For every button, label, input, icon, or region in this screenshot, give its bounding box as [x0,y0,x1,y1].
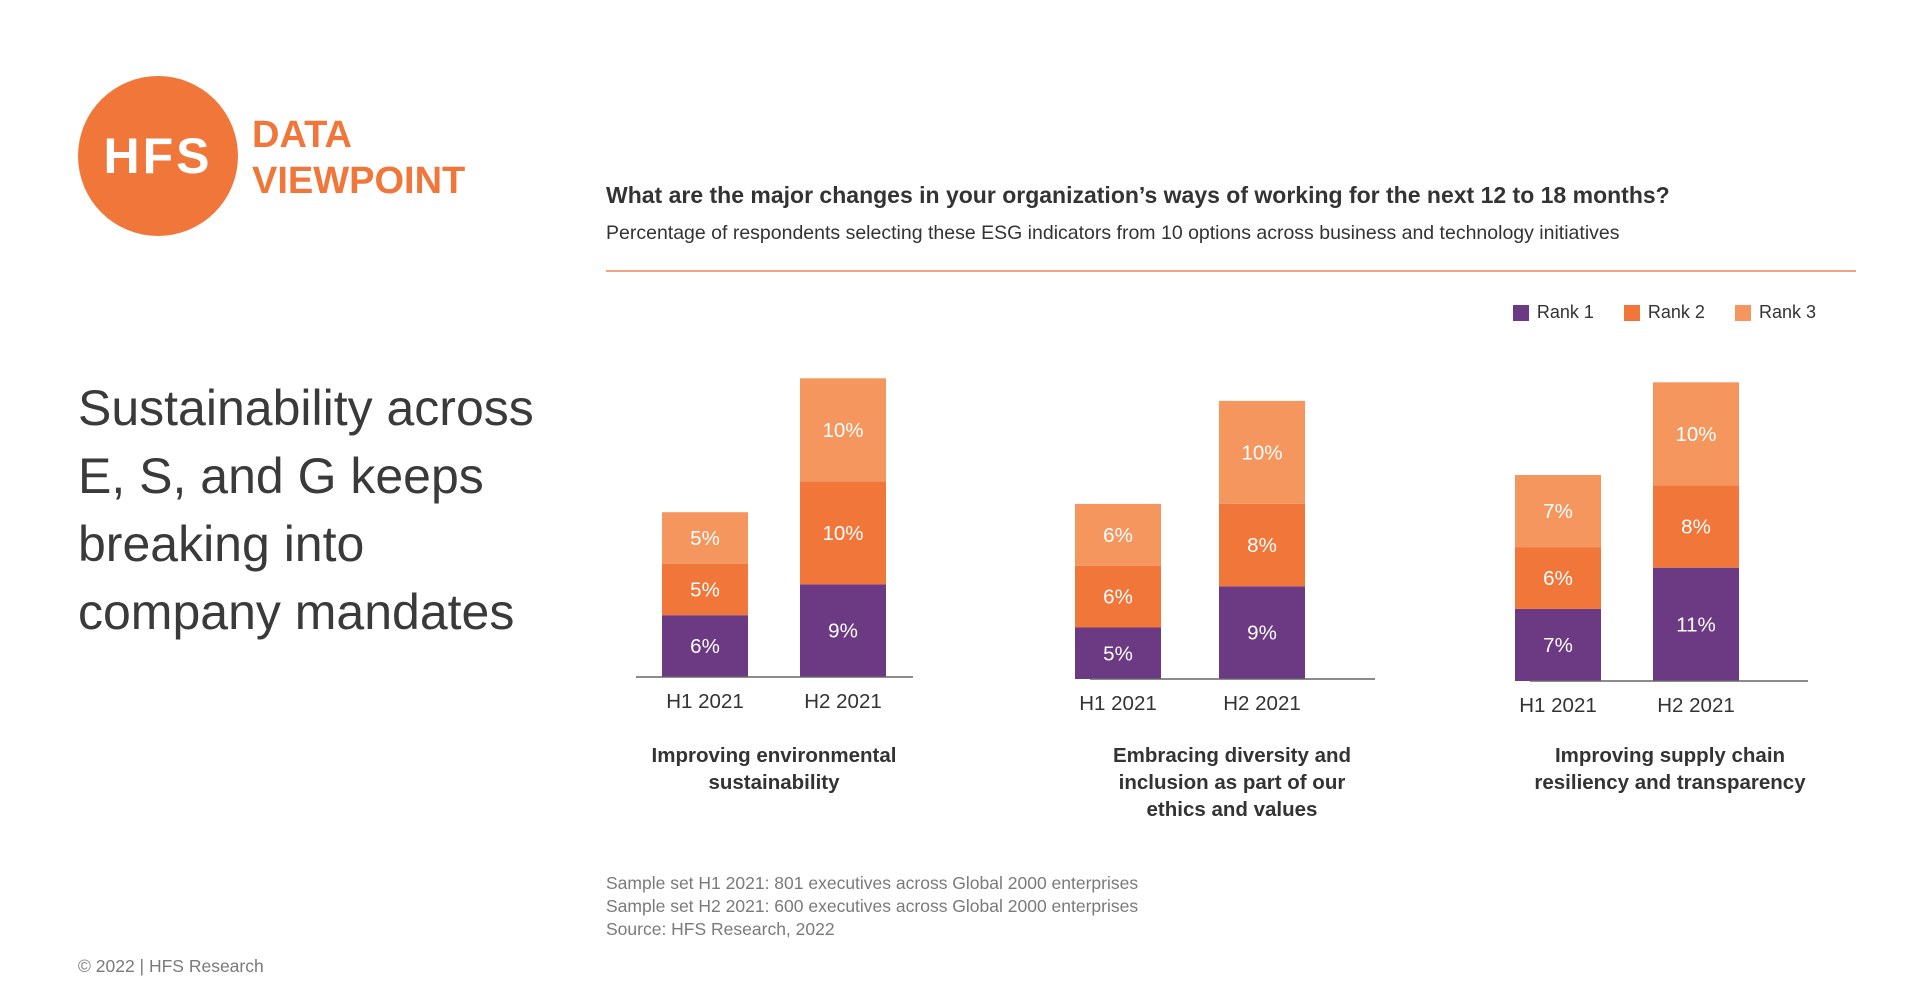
legend-swatch-rank-1 [1512,304,1529,321]
data-label-chart2-h1-2021-rank-3: 6% [1103,524,1133,547]
chart-caption-2-line-3: ethics and values [1147,798,1318,821]
x-tick-label-chart2-1: H1 2021 [1079,692,1157,715]
bar-chart3-h1-2021-rank-3 [1515,475,1601,548]
legend: Rank 1 Rank 2 Rank 3 [1512,302,1816,323]
data-label-chart3-h1-2021-rank-3: 7% [1543,500,1573,523]
chart-caption-1-line-2: sustainability [708,771,840,794]
footnote-sample-h2: Sample set H2 2021: 600 executives acros… [606,896,1139,916]
data-label-chart1-h1-2021-rank-2: 5% [690,578,720,601]
chart-caption-2-line-2: inclusion as part of our [1119,771,1346,794]
data-label-chart3-h2-2021-rank-3: 10% [1675,423,1716,446]
data-label-chart2-h2-2021-rank-3: 10% [1241,441,1282,464]
bar-chart2-h2-2021-rank-2 [1219,503,1305,587]
legend-item-rank-2: Rank 2 [1623,302,1705,323]
legend-swatch-rank-3 [1734,304,1751,321]
bar-chart3-h2-2021-rank-2 [1653,485,1739,568]
headline: Sustainability across E, S, and G keeps … [78,380,534,640]
bar-chart2-h1-2021-rank-3 [1075,503,1161,566]
chart-caption-3-line-1: Improving supply chain [1555,744,1785,767]
x-tick-label-chart1-2: H2 2021 [804,690,882,713]
chart-caption-1-line-1: Improving environmental [652,744,897,767]
bar-chart2-h1-2021-rank-1 [1075,627,1161,679]
divider [606,270,1856,272]
bar-chart1-h1-2021-rank-1 [662,615,748,677]
legend-label-rank-2: Rank 2 [1647,302,1705,322]
bar-chart1-h2-2021-rank-3 [800,378,886,482]
data-label-chart1-h2-2021-rank-1: 9% [828,620,858,643]
legend-item-rank-3: Rank 3 [1734,302,1816,323]
chart-caption-3-line-2: resiliency and transparency [1534,771,1806,794]
x-tick-label-chart1-1: H1 2021 [666,690,744,713]
bar-chart1-h1-2021-rank-3 [662,512,748,564]
data-label-chart2-h2-2021-rank-1: 9% [1247,622,1277,645]
x-tick-label-chart3-1: H1 2021 [1519,694,1597,717]
x-tick-label-chart3-2: H2 2021 [1657,694,1735,717]
bar-chart1-h1-2021-rank-2 [662,563,748,616]
data-label-chart1-h1-2021-rank-3: 5% [690,527,720,550]
logo-text: HFS [103,128,213,184]
chart-question: What are the major changes in your organ… [606,182,1670,208]
bar-chart3-h2-2021-rank-3 [1653,382,1739,486]
footnote-sample-h1: Sample set H1 2021: 801 executives acros… [606,873,1139,893]
bar-chart1-h2-2021-rank-2 [800,481,886,585]
chart-subtitle: Percentage of respondents selecting thes… [606,222,1620,244]
bar-chart3-h1-2021-rank-2 [1515,547,1601,609]
bar-chart2-h2-2021-rank-3 [1219,400,1305,504]
chart-caption-2-line-1: Embracing diversity and [1113,744,1351,767]
data-label-chart3-h1-2021-rank-1: 7% [1543,634,1573,657]
bar-chart2-h1-2021-rank-2 [1075,565,1161,628]
hfs-logo: HFS [78,76,238,236]
legend-label-rank-3: Rank 3 [1758,302,1816,322]
footnote-source: Source: HFS Research, 2022 [606,919,835,939]
data-label-chart3-h2-2021-rank-1: 11% [1676,613,1716,636]
bar-chart1-h2-2021-rank-1 [800,584,886,677]
data-label-chart1-h2-2021-rank-3: 10% [822,419,863,442]
data-label-chart1-h1-2021-rank-1: 6% [690,635,720,658]
data-label-chart2-h1-2021-rank-2: 6% [1103,586,1133,609]
brand-line-1: DATA [252,114,352,156]
brand-line-2: VIEWPOINT [252,160,466,202]
legend-item-rank-1: Rank 1 [1512,302,1594,323]
brand-title: DATA VIEWPOINT [252,112,465,204]
bar-chart2-h2-2021-rank-1 [1219,586,1305,679]
data-label-chart3-h1-2021-rank-2: 6% [1543,567,1573,590]
data-label-chart2-h2-2021-rank-2: 8% [1247,534,1277,557]
x-tick-label-chart2-2: H2 2021 [1223,692,1301,715]
copyright: © 2022 | HFS Research [78,956,264,976]
bar-chart3-h2-2021-rank-1 [1653,567,1739,681]
data-label-chart1-h2-2021-rank-2: 10% [822,522,863,545]
legend-swatch-rank-2 [1623,304,1640,321]
data-label-chart2-h1-2021-rank-1: 5% [1103,642,1133,665]
bar-chart3-h1-2021-rank-1 [1515,608,1601,681]
legend-label-rank-1: Rank 1 [1536,302,1594,322]
footnotes: Sample set H1 2021: 801 executives acros… [606,872,1138,941]
data-label-chart3-h2-2021-rank-2: 8% [1681,516,1711,539]
